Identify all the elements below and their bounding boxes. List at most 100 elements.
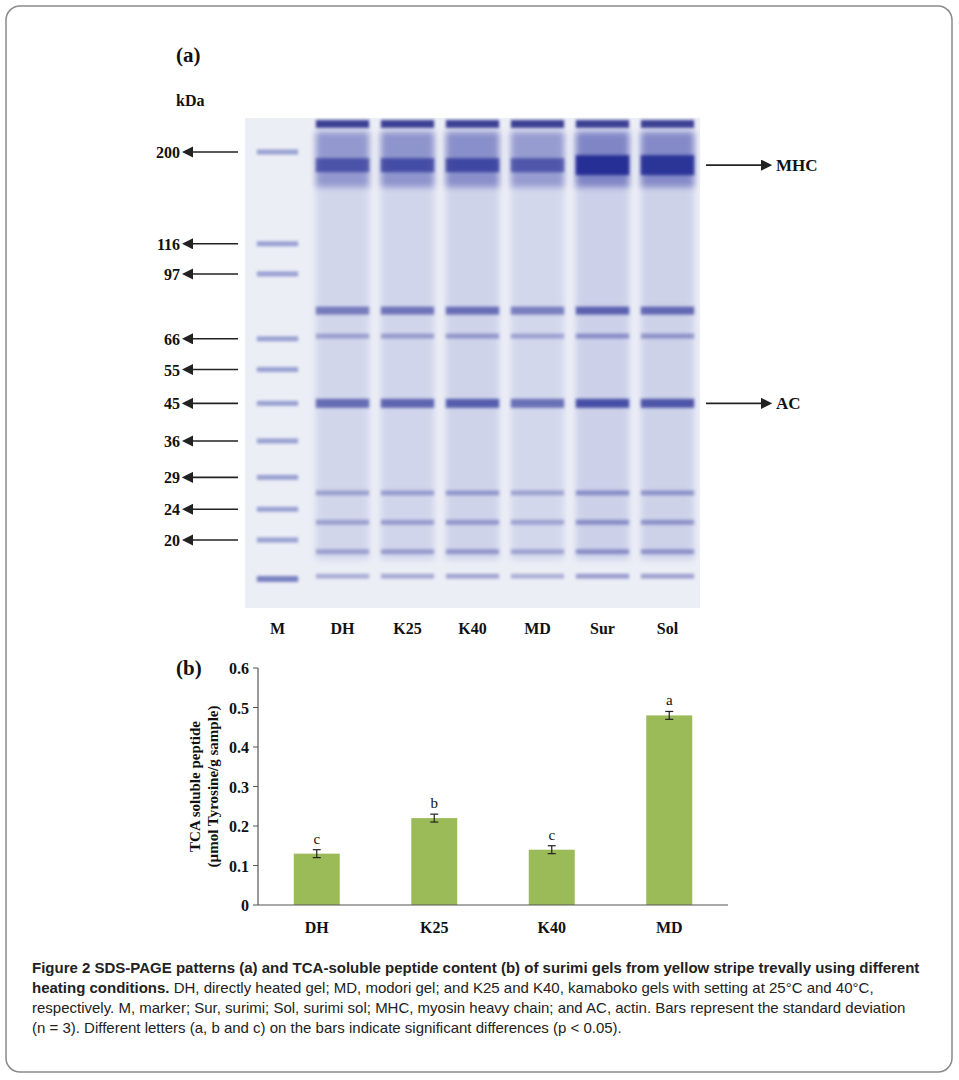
- minor-band: [446, 490, 499, 495]
- minor-band: [381, 520, 434, 525]
- band-label: AC: [776, 394, 801, 413]
- high-mw-smear: [576, 132, 629, 187]
- axis-title: TCA soluble peptide: [187, 721, 203, 852]
- marker-label: 116: [157, 236, 180, 253]
- smear: [316, 130, 369, 560]
- marker-arrow: [192, 273, 238, 275]
- gel-lane: [641, 120, 694, 579]
- gel-lane: [257, 150, 298, 583]
- marker-label: 55: [164, 362, 180, 379]
- protein-band: [511, 158, 564, 172]
- minor-band: [641, 490, 694, 495]
- error-cap: [430, 814, 438, 815]
- gel-lane: [316, 120, 369, 579]
- marker-arrow: [192, 243, 238, 245]
- error-bar: [313, 850, 321, 858]
- y-tick: [253, 905, 258, 906]
- protein-band: [381, 399, 434, 408]
- marker-arrow: [192, 440, 238, 442]
- lane-label: MD: [524, 620, 551, 637]
- y-tick: [253, 786, 258, 787]
- marker-label: 45: [164, 395, 180, 412]
- dye-front: [257, 576, 298, 582]
- smear: [446, 130, 499, 560]
- minor-band: [511, 307, 564, 315]
- marker-band: [257, 507, 298, 512]
- error-bar: [430, 814, 438, 822]
- gel-lane: [576, 120, 629, 579]
- minor-band: [381, 334, 434, 339]
- error-line: [551, 846, 552, 854]
- minor-band: [641, 334, 694, 339]
- minor-band: [381, 490, 434, 495]
- minor-band: [576, 549, 629, 554]
- panel-label: (b): [176, 656, 202, 680]
- minor-band: [316, 334, 369, 339]
- well: [316, 120, 369, 128]
- protein-band: [316, 158, 369, 172]
- high-mw-smear: [446, 132, 499, 187]
- gel-lane: [381, 120, 434, 579]
- y-tick-label: 0: [241, 897, 249, 914]
- minor-band: [641, 520, 694, 525]
- bar: [411, 818, 457, 905]
- y-tick-label: 0.1: [229, 858, 249, 875]
- unit-label: kDa: [176, 92, 204, 109]
- error-cap: [313, 849, 321, 850]
- minor-band: [446, 549, 499, 554]
- marker-arrow: [192, 539, 238, 541]
- high-mw-smear: [316, 132, 369, 187]
- minor-band: [511, 574, 564, 579]
- minor-band: [446, 520, 499, 525]
- minor-band: [381, 574, 434, 579]
- marker-label: 24: [164, 501, 180, 518]
- significance-letter: c: [548, 827, 555, 843]
- bars: [294, 711, 693, 905]
- minor-band: [316, 549, 369, 554]
- protein-band: [511, 399, 564, 408]
- marker-arrow: [192, 151, 238, 153]
- significance-letter: b: [431, 795, 439, 811]
- error-cap: [548, 853, 556, 854]
- x-tick-label: K40: [538, 919, 566, 936]
- y-tick-label: 0.6: [229, 660, 249, 677]
- figure: (a)kDa2001169766554536292420MHCACMDHK25K…: [0, 0, 959, 1080]
- y-tick-label: 0.3: [229, 779, 249, 796]
- well: [381, 120, 434, 128]
- y-tick: [253, 668, 258, 669]
- band-arrow: [706, 403, 762, 405]
- band-arrow: [706, 164, 762, 166]
- high-mw-smear: [381, 132, 434, 187]
- lane-label: Sol: [657, 620, 679, 637]
- error-bar: [665, 711, 673, 719]
- protein-band: [446, 158, 499, 172]
- minor-band: [576, 307, 629, 315]
- minor-band: [511, 334, 564, 339]
- error-cap: [548, 845, 556, 846]
- marker-label: 66: [164, 331, 180, 348]
- marker-band: [257, 336, 298, 341]
- protein-band: [446, 399, 499, 408]
- caption: Figure 2 SDS-PAGE patterns (a) and TCA-s…: [32, 958, 922, 1038]
- error-cap: [665, 711, 673, 712]
- gel-background: [245, 118, 700, 608]
- bar: [294, 854, 340, 905]
- x-tick-label: MD: [656, 919, 683, 936]
- marker-arrow: [192, 369, 238, 371]
- marker-arrow: [192, 403, 238, 405]
- well: [446, 120, 499, 128]
- lane-label: K25: [393, 620, 421, 637]
- marker-label: 29: [164, 469, 180, 486]
- y-axis: [257, 668, 258, 905]
- well: [641, 120, 694, 128]
- marker-arrow: [192, 477, 238, 479]
- error-line: [316, 850, 317, 858]
- error-line: [669, 711, 670, 719]
- gel-image: [245, 118, 700, 608]
- smear: [381, 130, 434, 560]
- minor-band: [641, 574, 694, 579]
- marker-band: [257, 538, 298, 543]
- smear: [576, 130, 629, 560]
- y-tick-label: 0.5: [229, 700, 249, 717]
- high-mw-smear: [641, 132, 694, 187]
